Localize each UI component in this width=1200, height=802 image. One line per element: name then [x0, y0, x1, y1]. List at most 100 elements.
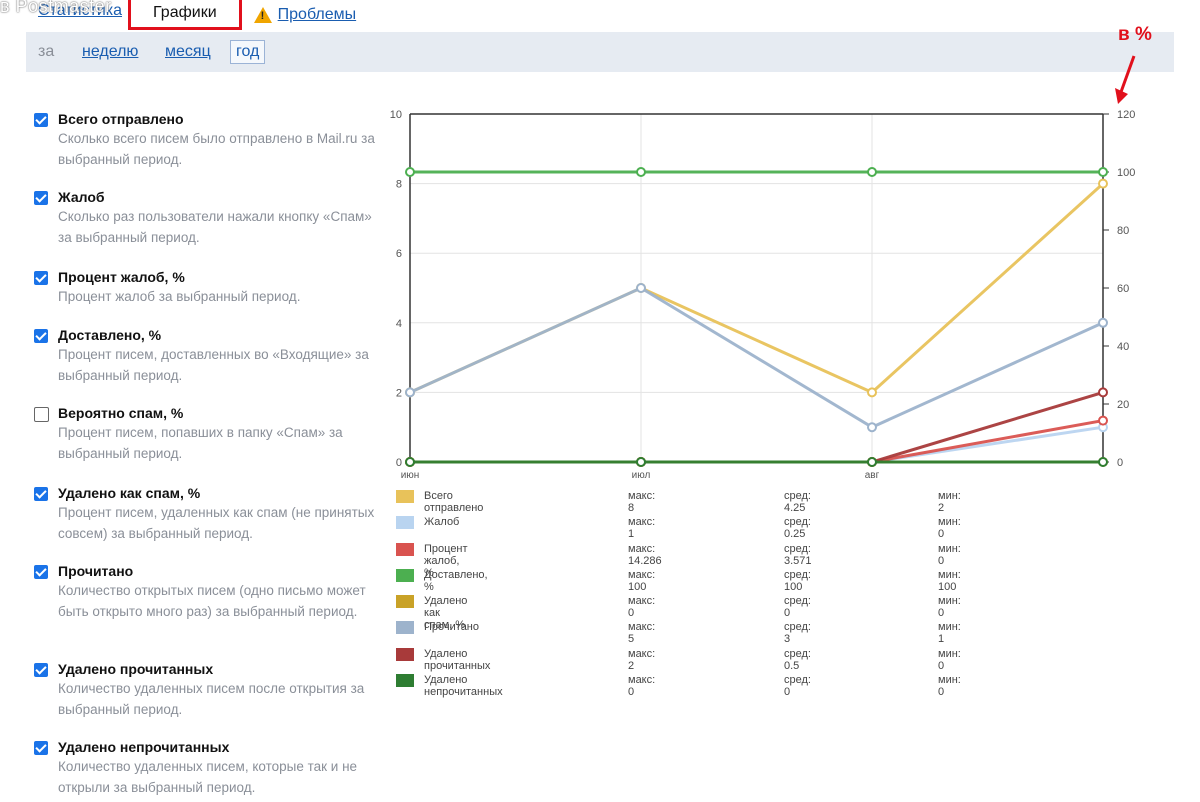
metric-checkbox[interactable] [34, 271, 48, 285]
period-month[interactable]: месяц [165, 43, 211, 60]
metric-title: Доставлено, % [58, 327, 162, 343]
data-point [1098, 178, 1108, 189]
metric-title: Прочитано [58, 563, 134, 579]
tab-statistics[interactable]: Статистика [38, 2, 123, 19]
data-point [1098, 457, 1108, 467]
series-line [409, 182, 1105, 394]
series-line [410, 419, 1104, 464]
warning-icon: ! [253, 7, 272, 23]
y-right-tick-label: 100 [1117, 167, 1135, 179]
period-year[interactable]: год [230, 40, 266, 64]
y-left-tick-label: 10 [390, 109, 402, 121]
legend-name: Удалено непрочитанных [424, 674, 503, 699]
legend-name: Удалено прочитанных [424, 647, 491, 672]
metric-item[interactable]: Удалено как спам, % Процент писем, удален… [34, 484, 388, 544]
legend-avg: сред: 0.5 [784, 647, 811, 672]
y-right-tick-label: 0 [1117, 457, 1123, 469]
legend-min: мин: 1 [938, 621, 961, 646]
y-right-tick-label: 20 [1117, 399, 1129, 411]
data-point [867, 457, 877, 467]
metric-title: Жалоб [58, 189, 105, 205]
series-line [410, 425, 1104, 464]
metric-checkbox[interactable] [34, 565, 48, 579]
x-tick-label: июл [632, 470, 651, 481]
metric-item[interactable]: Всего отправлено Сколько всего писем было… [34, 110, 388, 170]
metric-item[interactable]: Прочитано Количество открытых писем (одно… [34, 562, 388, 622]
metric-title: Удалено как спам, % [58, 485, 201, 501]
legend-max: макс: 1 [628, 516, 656, 541]
legend-name: Доставлено, % [424, 568, 488, 593]
metric-description: Количество удаленных писем после открыти… [58, 681, 365, 717]
y-left-tick-label: 0 [396, 457, 402, 469]
legend-avg: сред: 3 [784, 621, 811, 646]
tab-problems-label[interactable]: Проблемы [277, 6, 357, 23]
metric-item[interactable]: Процент жалоб, % Процент жалоб за выбранн… [34, 268, 388, 307]
legend-name: Удалено как спам, % [424, 595, 468, 632]
legend-swatch [396, 516, 414, 530]
legend-avg: сред: 3.571 [784, 542, 812, 567]
y-left-tick-label: 8 [396, 179, 402, 191]
y-left-tick-label: 4 [396, 318, 402, 330]
metric-description: Сколько всего писем было отправлено в Ma… [58, 131, 375, 167]
data-point [636, 167, 646, 177]
x-tick-label: авг [865, 470, 880, 481]
tab-bar: Статистика Графики ! Проблемы [38, 0, 356, 30]
data-point [867, 167, 877, 177]
legend-max: макс: 14.286 [628, 542, 662, 567]
metric-checkbox[interactable] [34, 329, 48, 343]
annotation-arrow-icon [1115, 55, 1136, 104]
tab-problems[interactable]: ! Проблемы [253, 6, 357, 24]
metric-title: Удалено непрочитанных [58, 739, 230, 755]
data-point [405, 387, 415, 398]
metric-checkbox[interactable] [34, 663, 48, 677]
metric-description: Процент жалоб за выбранный период. [58, 289, 301, 304]
data-point [1098, 387, 1108, 398]
metric-checkbox[interactable] [34, 113, 48, 127]
metric-description: Количество открытых писем (одно письмо м… [58, 583, 366, 619]
legend-max: макс: 0 [628, 674, 656, 699]
data-point [1098, 415, 1108, 426]
legend-name: Процент жалоб, % [424, 542, 468, 579]
metric-checkbox[interactable] [34, 741, 48, 755]
y-left-tick-label: 6 [396, 248, 402, 260]
metric-title: Удалено прочитанных [58, 661, 214, 677]
watermark: в Postmaster [0, 0, 112, 16]
metric-item[interactable]: Удалено непрочитанных Количество удаленны… [34, 738, 388, 798]
metric-item[interactable]: Доставлено, % Процент писем, доставленных… [34, 326, 388, 386]
legend-avg: сред: 0.25 [784, 516, 811, 541]
data-point [636, 283, 646, 293]
tab-graphs[interactable]: Графики [128, 0, 242, 30]
legend-min: мин: 0 [938, 516, 961, 541]
legend-swatch [396, 568, 414, 582]
metric-checkbox[interactable] [34, 191, 48, 205]
data-point [867, 422, 877, 433]
metric-item[interactable]: Удалено прочитанных Количество удаленных … [34, 660, 388, 720]
metric-title: Вероятно спам, % [58, 405, 184, 421]
period-week[interactable]: неделю [82, 43, 139, 60]
metric-description: Сколько раз пользователи нажали кнопку «… [58, 209, 372, 245]
metric-checkbox[interactable] [34, 407, 49, 422]
legend-swatch [396, 647, 414, 661]
data-point [1098, 317, 1108, 328]
data-point [636, 457, 646, 467]
legend-max: макс: 8 [628, 490, 656, 514]
metric-item[interactable]: Вероятно спам, % Процент писем, попавших … [34, 404, 388, 464]
legend-swatch [396, 595, 414, 609]
data-point [867, 387, 877, 398]
legend-min: мин: 0 [938, 674, 961, 699]
legend-avg: сред: 100 [784, 568, 811, 593]
legend-name: Всего отправлено [424, 490, 484, 514]
legend-min: мин: 100 [938, 568, 961, 593]
legend-name: Прочитано [424, 621, 479, 634]
y-right-tick-label: 80 [1117, 225, 1129, 237]
metric-item[interactable]: Жалоб Сколько раз пользователи нажали кно… [34, 188, 388, 248]
legend-avg: сред: 4.25 [784, 490, 811, 514]
metric-description: Процент писем, доставленных во «Входящие… [58, 347, 369, 383]
legend-swatch [396, 674, 414, 688]
legend-min: мин: 0 [938, 595, 961, 620]
metric-checkbox[interactable] [34, 487, 48, 501]
legend-max: макс: 100 [628, 568, 656, 593]
series-line [409, 286, 1104, 429]
period-selector: за неделю месяц год [26, 32, 1174, 72]
